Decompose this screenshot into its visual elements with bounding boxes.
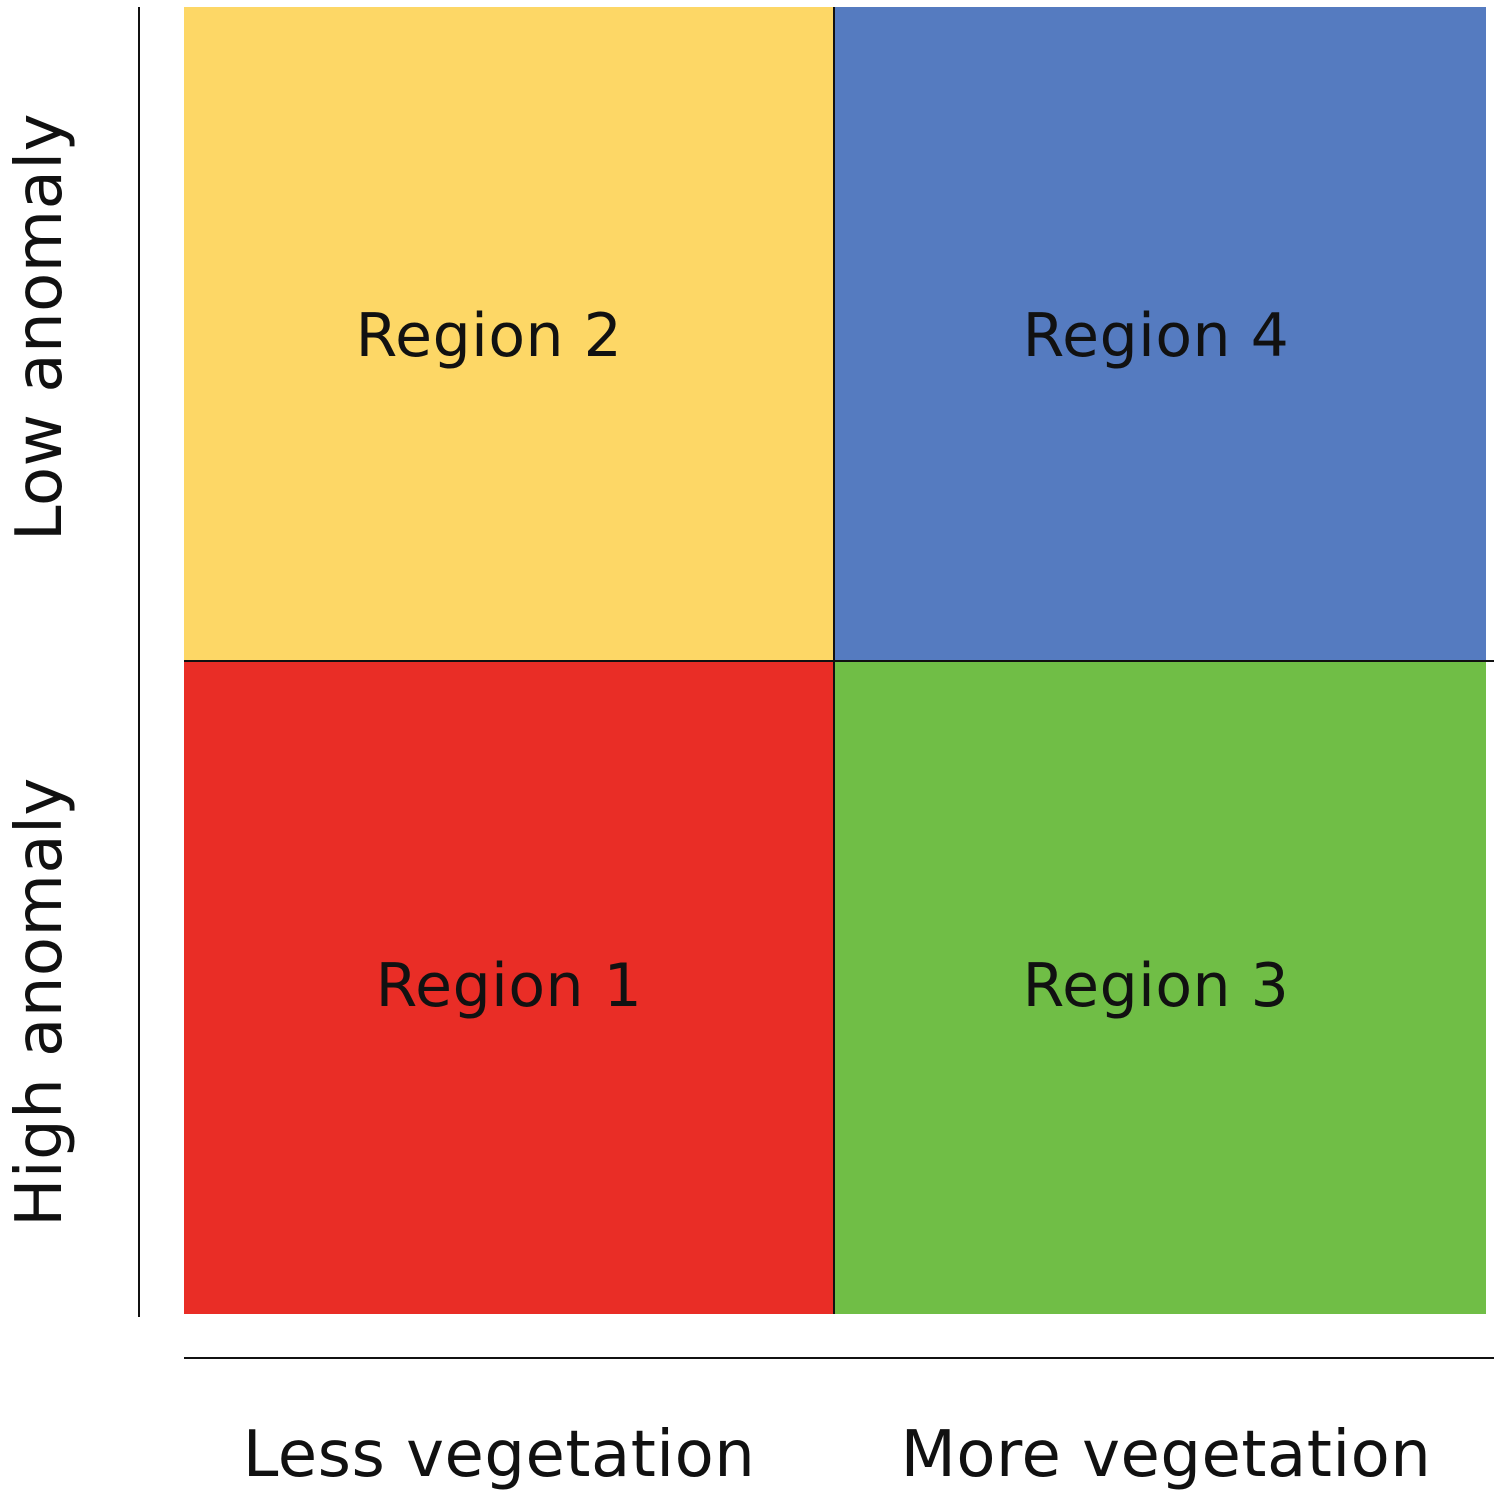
y-axis-label-high-anomaly: High anomaly — [3, 777, 77, 1227]
horizontal-divider — [184, 660, 1494, 662]
quadrant-region-3: Region 3 — [834, 661, 1486, 1314]
quadrant-region-2: Region 2 — [184, 7, 834, 661]
x-axis-line — [184, 1357, 1494, 1359]
x-axis-label-less-vegetation: Less vegetation — [242, 1418, 756, 1492]
region-2-label: Region 2 — [355, 301, 623, 371]
region-4-label: Region 4 — [1022, 301, 1290, 371]
x-axis-label-more-vegetation: More vegetation — [900, 1418, 1432, 1492]
y-axis-line — [138, 7, 140, 1317]
quadrant-region-1: Region 1 — [184, 661, 834, 1314]
quadrant-region-4: Region 4 — [834, 7, 1486, 661]
region-1-label: Region 1 — [375, 950, 643, 1021]
region-3-label: Region 3 — [1022, 950, 1290, 1021]
y-axis-label-low-anomaly: Low anomaly — [3, 112, 77, 542]
